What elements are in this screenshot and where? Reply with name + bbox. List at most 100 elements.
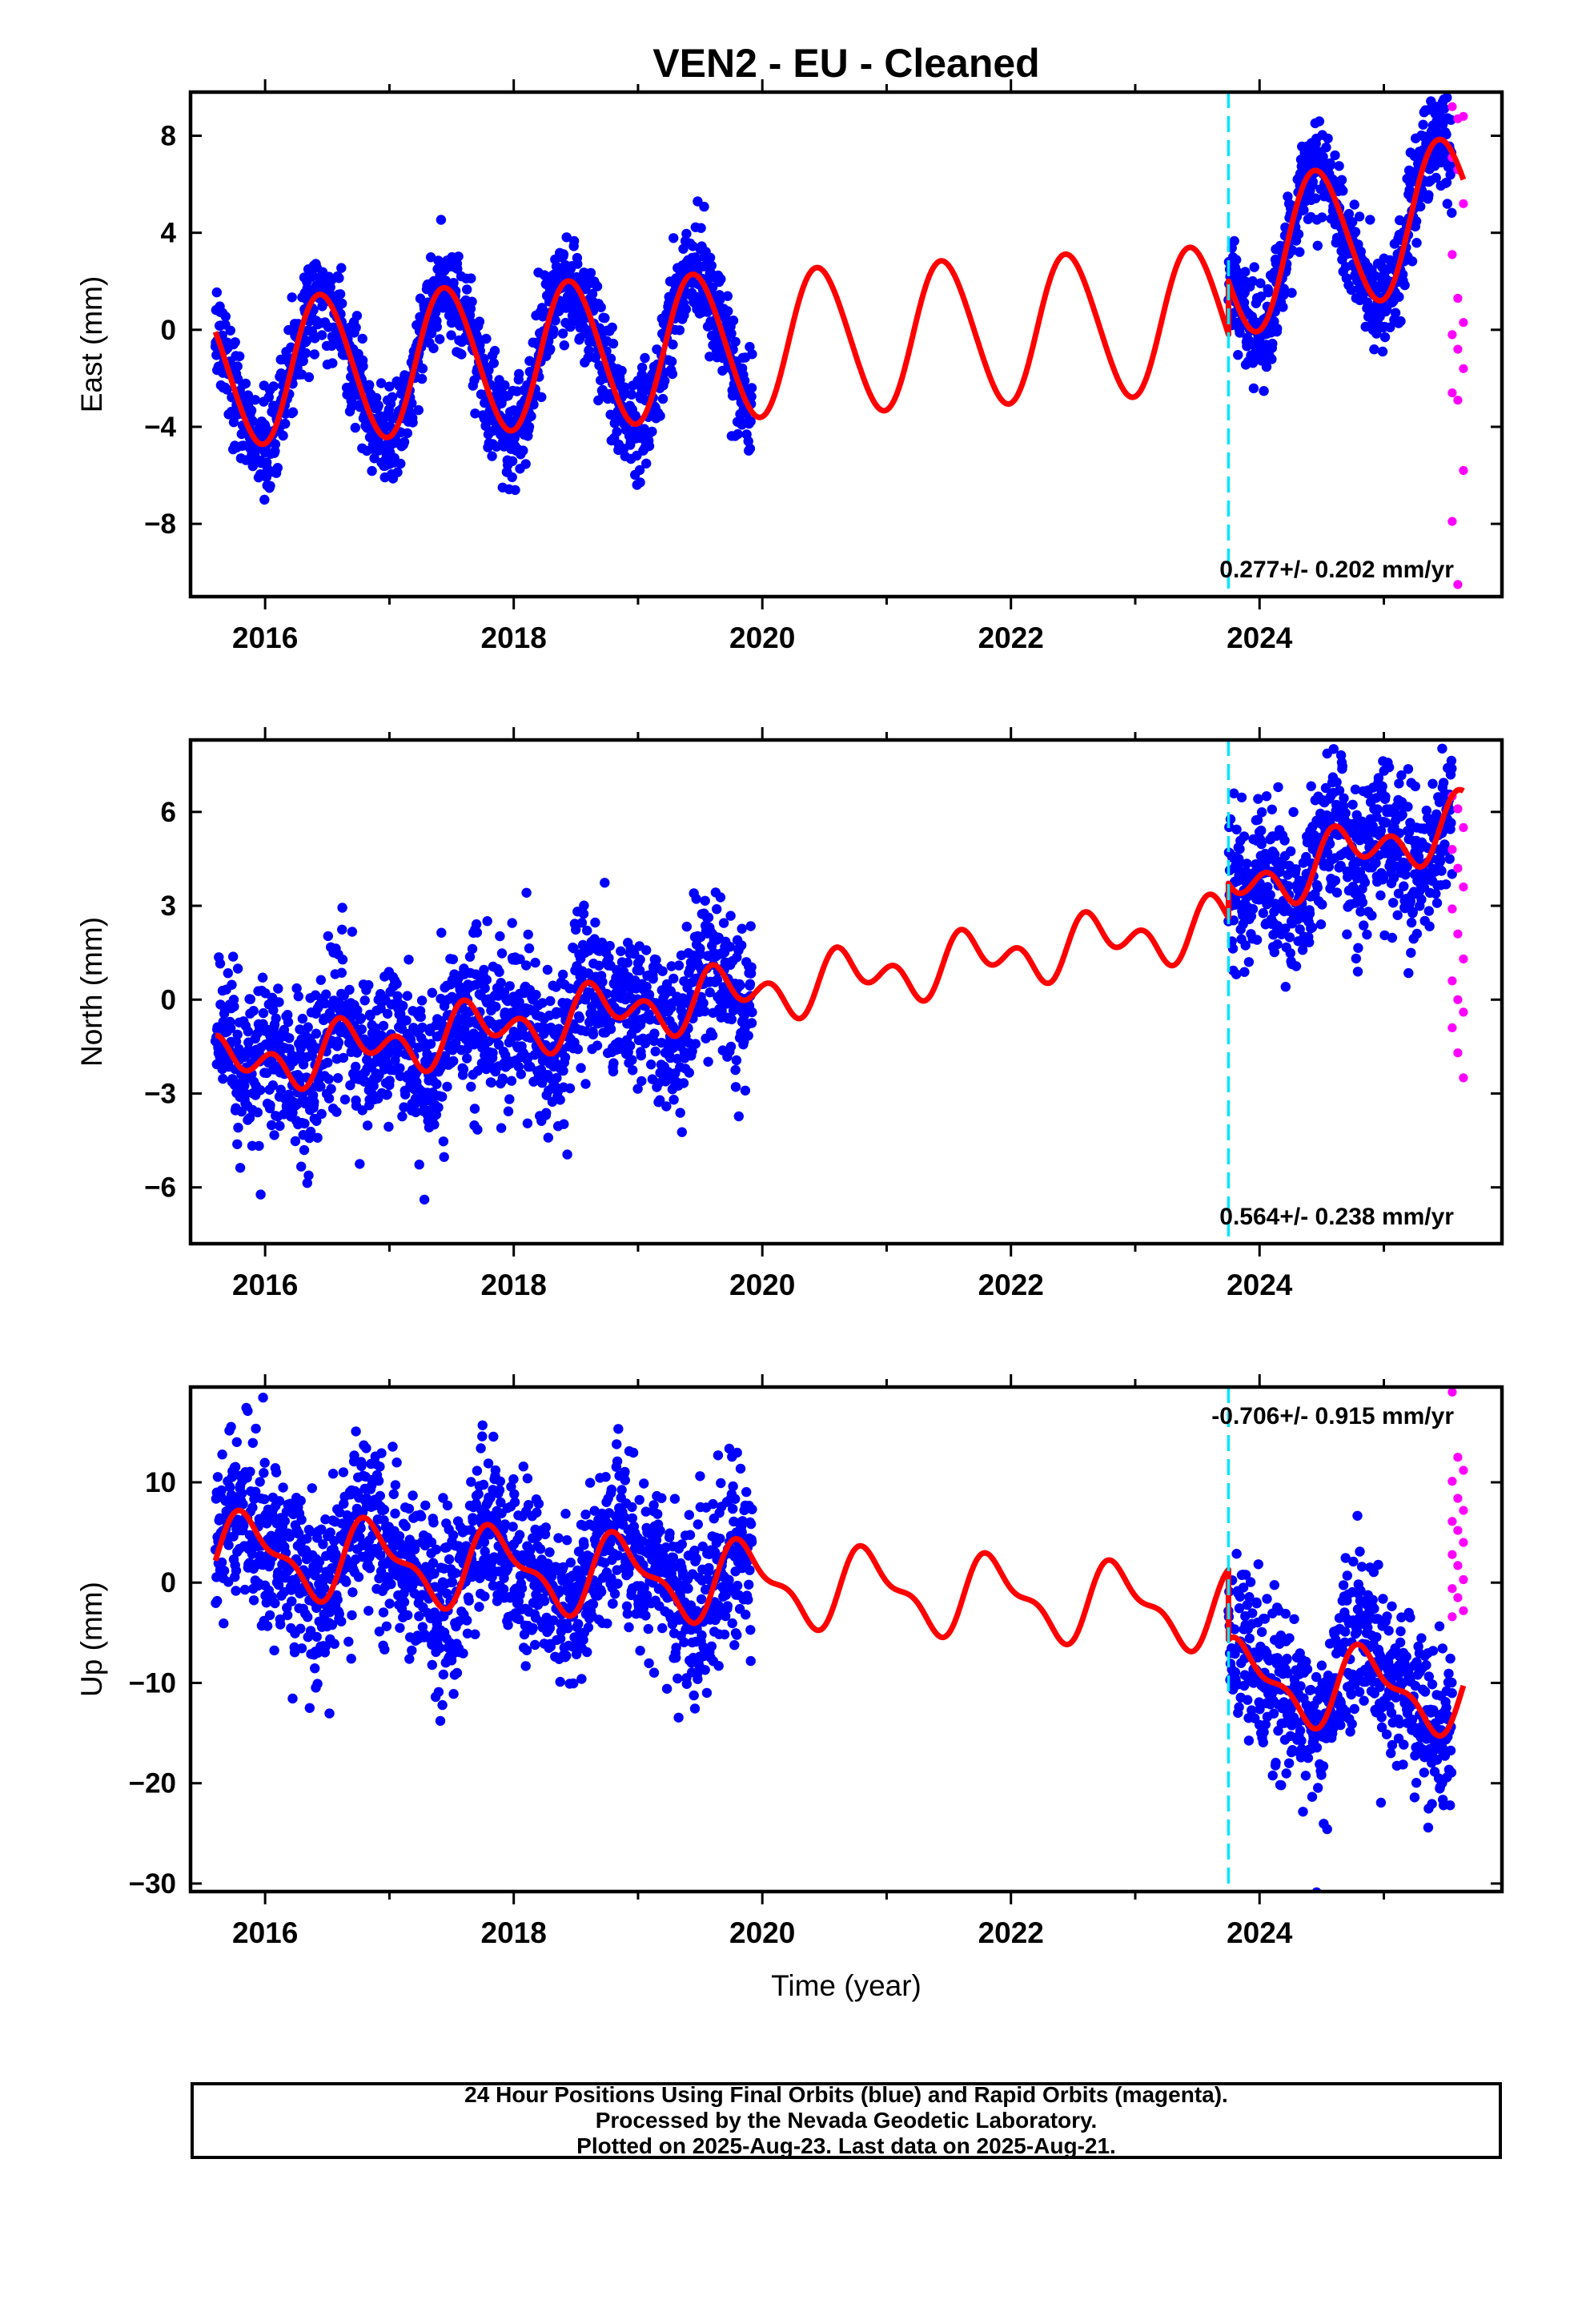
final-orbit-point (495, 931, 505, 942)
final-orbit-point (482, 916, 492, 927)
final-orbit-point (705, 987, 715, 998)
final-orbit-point (361, 1443, 371, 1454)
final-orbit-point (416, 1511, 427, 1522)
final-orbit-point (580, 1079, 591, 1089)
final-orbit-point (315, 975, 326, 985)
final-orbit-point (1411, 238, 1422, 248)
rapid-orbit-point (1447, 845, 1457, 854)
final-orbit-point (1385, 322, 1395, 332)
final-orbit-point (462, 284, 472, 295)
x-tick-label: 2018 (481, 621, 547, 654)
final-orbit-point (346, 401, 357, 412)
final-orbit-point (516, 1069, 526, 1080)
final-orbit-point (1320, 722, 1330, 731)
final-orbit-point (456, 349, 467, 360)
final-orbit-point (1278, 302, 1288, 312)
final-orbit-point (225, 325, 235, 336)
final-orbit-point (479, 353, 489, 364)
final-orbit-point (1413, 851, 1424, 862)
final-orbit-point (1435, 856, 1446, 866)
final-orbit-point (273, 1579, 284, 1590)
final-orbit-point (526, 411, 536, 421)
final-orbit-point (715, 294, 725, 305)
final-orbit-point (331, 1549, 341, 1560)
final-orbit-point (442, 1081, 452, 1092)
final-orbit-point (1396, 770, 1407, 781)
final-orbit-point (1384, 255, 1395, 265)
final-orbit-point (487, 451, 497, 461)
final-orbit-point (387, 1441, 398, 1452)
final-orbit-point (703, 1056, 713, 1068)
final-orbit-point (284, 1033, 295, 1043)
final-orbit-point (488, 1047, 498, 1059)
final-orbit-point (295, 1623, 306, 1634)
final-orbit-point (503, 1106, 514, 1116)
rapid-orbit-point (1459, 954, 1468, 964)
final-orbit-point (488, 358, 499, 368)
final-orbit-point (1375, 890, 1386, 901)
final-orbit-point (1436, 866, 1447, 876)
final-orbit-point (272, 463, 283, 473)
final-orbit-point (438, 1136, 449, 1147)
final-orbit-point (1261, 791, 1272, 802)
final-orbit-point (1280, 923, 1291, 934)
final-orbit-point (1444, 854, 1455, 864)
final-orbit-point (1229, 788, 1239, 798)
final-orbit-point (439, 1152, 449, 1163)
final-orbit-point (1256, 825, 1267, 836)
final-orbit-point (362, 1120, 373, 1131)
final-orbit-point (355, 1523, 366, 1534)
final-orbit-point (452, 263, 463, 274)
chart-title: VEN2 - EU - Cleaned (652, 41, 1039, 86)
final-orbit-point (387, 392, 398, 402)
final-orbit-point (641, 458, 652, 468)
final-orbit-point (408, 417, 418, 428)
final-orbit-point (269, 1645, 279, 1656)
rapid-orbit-point (1453, 929, 1463, 939)
final-orbit-point (1403, 826, 1415, 838)
final-orbit-point (1331, 777, 1342, 787)
final-orbit-point (382, 1008, 393, 1019)
final-orbit-point (1347, 217, 1358, 227)
final-orbit-point (273, 983, 283, 994)
rapid-orbit-point (1447, 517, 1457, 526)
final-orbit-point (737, 923, 747, 934)
final-orbit-point (1306, 781, 1316, 791)
final-orbit-point (268, 1005, 279, 1015)
final-orbit-point (227, 979, 237, 990)
final-orbit-point (299, 1118, 310, 1129)
final-orbit-point (275, 1120, 285, 1132)
final-orbit-point (299, 1144, 310, 1156)
final-orbit-point (226, 1421, 236, 1432)
rapid-orbit-points (1447, 102, 1468, 589)
final-orbit-point (672, 1053, 683, 1064)
final-orbit-point (1312, 240, 1323, 251)
final-orbit-point (422, 1049, 432, 1059)
final-orbit-point (1416, 895, 1427, 905)
final-orbit-point (293, 991, 303, 1002)
final-orbit-point (371, 392, 382, 404)
final-orbit-point (1434, 797, 1445, 807)
final-orbit-point (283, 1017, 294, 1027)
final-orbit-point (523, 929, 533, 940)
final-orbit-point (452, 1667, 463, 1679)
final-orbit-point (339, 1094, 351, 1105)
final-orbit-point (706, 260, 717, 271)
final-orbit-point (1291, 961, 1302, 971)
final-orbit-point (716, 274, 726, 284)
final-orbit-point (296, 1643, 307, 1654)
y-tick-label: −8 (144, 509, 176, 540)
final-orbit-point (1243, 957, 1255, 967)
final-orbit-point (1431, 809, 1442, 819)
final-orbit-point (1437, 743, 1447, 754)
final-orbit-point (232, 963, 243, 974)
final-orbit-point (1248, 383, 1259, 394)
final-orbit-point (640, 352, 650, 364)
final-orbit-point (1441, 177, 1452, 188)
final-orbit-point (572, 1043, 583, 1055)
rapid-orbit-point (1453, 293, 1463, 304)
final-orbit-point (290, 1136, 301, 1147)
final-orbit-point (1340, 808, 1351, 818)
final-orbit-point (612, 427, 622, 437)
